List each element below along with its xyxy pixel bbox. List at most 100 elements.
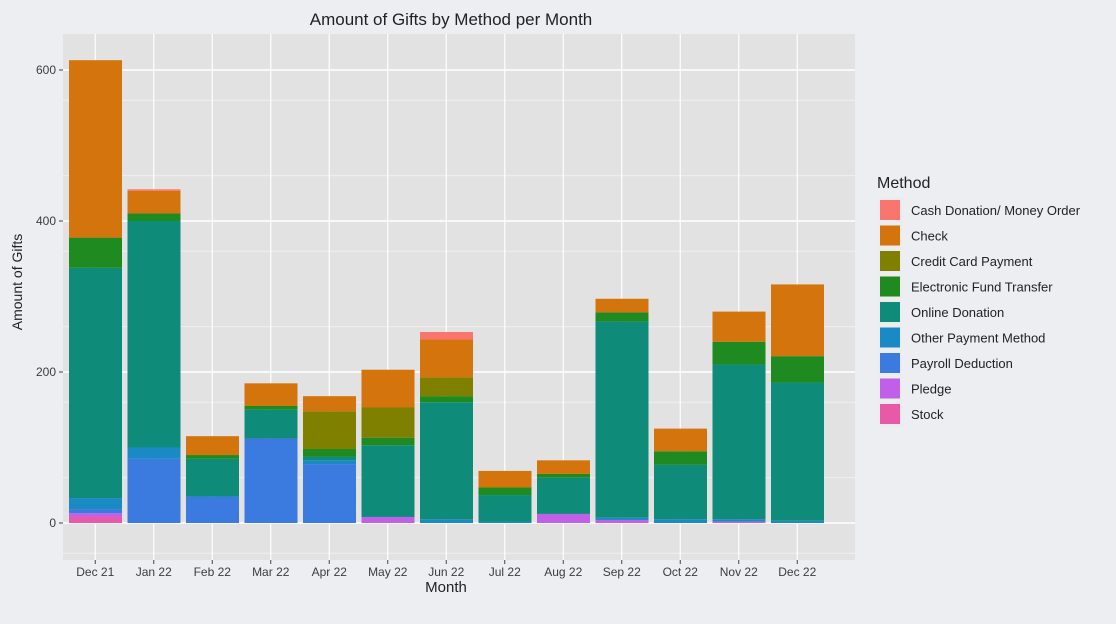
bar-segment	[244, 383, 298, 406]
bar-segment	[771, 284, 824, 357]
x-axis: Dec 21 Jan 22 Feb 22 Mar 22 Apr 22 May 22 Jun …	[76, 560, 817, 579]
bar-segment	[361, 445, 415, 517]
legend-swatch	[880, 353, 900, 373]
bar-segment	[654, 464, 707, 520]
bar-segment	[69, 60, 122, 238]
legend-label: Other Payment Method	[911, 331, 1045, 346]
bar-segment	[186, 458, 239, 497]
bar-segment	[595, 298, 649, 313]
bars	[69, 60, 824, 523]
bar-segment	[127, 447, 181, 459]
x-tick-label: Dec 22	[778, 565, 816, 579]
bar-segment	[537, 477, 590, 514]
bar-segment	[69, 267, 122, 499]
x-tick-label: May 22	[368, 565, 408, 579]
bar-segment	[712, 519, 766, 522]
bar-segment	[127, 458, 181, 523]
legend-label: Pledge	[911, 382, 951, 397]
bar-segment	[127, 221, 181, 448]
legend-swatch	[880, 200, 900, 220]
y-tick-label: 600	[36, 63, 56, 77]
bar-segment	[69, 516, 122, 523]
bar-segment	[712, 364, 766, 520]
legend-label: Check	[911, 229, 948, 244]
bar-segment	[595, 517, 649, 520]
x-tick-label: Oct 22	[663, 565, 699, 579]
bar-segment	[127, 213, 181, 221]
bar-segment	[186, 436, 239, 456]
bar-segment	[478, 521, 532, 523]
bar-segment	[420, 396, 473, 403]
bar-segment	[361, 437, 415, 446]
bar-segment	[69, 237, 122, 268]
bar-segment	[186, 455, 239, 459]
chart-title: Amount of Gifts by Method per Month	[310, 10, 593, 29]
bar-segment	[303, 449, 356, 457]
bar-segment	[478, 470, 532, 488]
bar-segment	[69, 513, 122, 517]
bar-segment	[771, 520, 824, 523]
legend-title: Method	[877, 175, 930, 192]
bar-segment	[303, 460, 356, 465]
legend-swatch	[880, 327, 900, 348]
bar-segment	[303, 464, 356, 523]
x-tick-label: Jun 22	[428, 565, 464, 579]
y-tick-label: 200	[36, 365, 56, 379]
bar-segment	[478, 495, 532, 522]
x-tick-label: Apr 22	[312, 565, 348, 579]
bar-segment	[712, 341, 766, 365]
y-tick-label: 400	[36, 214, 56, 228]
legend-label: Cash Donation/ Money Order	[911, 203, 1081, 218]
bar-segment	[69, 509, 122, 514]
legend-items: Cash Donation/ Money Order Check Credit Ca…	[878, 198, 1081, 426]
legend-swatch	[880, 225, 900, 246]
bar-segment	[127, 190, 181, 214]
bar-segment	[595, 519, 649, 523]
legend-swatch	[880, 378, 900, 399]
x-tick-label: Feb 22	[194, 565, 232, 579]
bar-segment	[537, 473, 590, 478]
bar-segment	[361, 407, 415, 438]
legend: Method Cash Donation/ Money Order Check Cr…	[877, 175, 1081, 426]
bar-segment	[244, 409, 298, 439]
bar-segment	[771, 382, 824, 521]
bar-segment	[654, 519, 707, 523]
legend-label: Electronic Fund Transfer	[911, 280, 1053, 295]
x-tick-label: Mar 22	[252, 565, 290, 579]
x-tick-label: Jan 22	[136, 565, 172, 579]
bar-segment	[712, 521, 766, 523]
bar-segment	[537, 513, 590, 523]
bar-segment	[420, 331, 473, 340]
bar-segment	[303, 456, 356, 461]
y-tick-label: 0	[49, 516, 56, 530]
bar-segment	[654, 428, 707, 452]
bar-segment	[420, 402, 473, 520]
legend-label: Payroll Deduction	[911, 356, 1013, 371]
bar-segment	[244, 405, 298, 410]
bar-segment	[654, 451, 707, 465]
bar-segment	[361, 369, 415, 408]
x-tick-label: Sep 22	[603, 565, 641, 579]
bar-segment	[771, 356, 824, 383]
bar-segment	[69, 498, 122, 510]
legend-swatch	[880, 276, 900, 297]
x-tick-label: Dec 21	[76, 565, 114, 579]
y-axis-title: Amount of Gifts	[9, 234, 25, 330]
legend-label: Credit Card Payment	[911, 254, 1033, 269]
bar-segment	[595, 312, 649, 322]
x-axis-title: Month	[425, 579, 467, 596]
bar-segment	[303, 396, 356, 412]
legend-swatch	[880, 251, 900, 271]
bar-segment	[420, 339, 473, 378]
x-tick-label: Jul 22	[489, 565, 521, 579]
bar-segment	[595, 321, 649, 518]
bar-segment	[186, 496, 239, 523]
bar-segment	[478, 487, 532, 496]
x-tick-label: Nov 22	[720, 565, 758, 579]
x-tick-label: Aug 22	[544, 565, 582, 579]
bar-segment	[127, 189, 181, 191]
bar-segment	[244, 438, 298, 523]
bar-segment	[303, 411, 356, 450]
